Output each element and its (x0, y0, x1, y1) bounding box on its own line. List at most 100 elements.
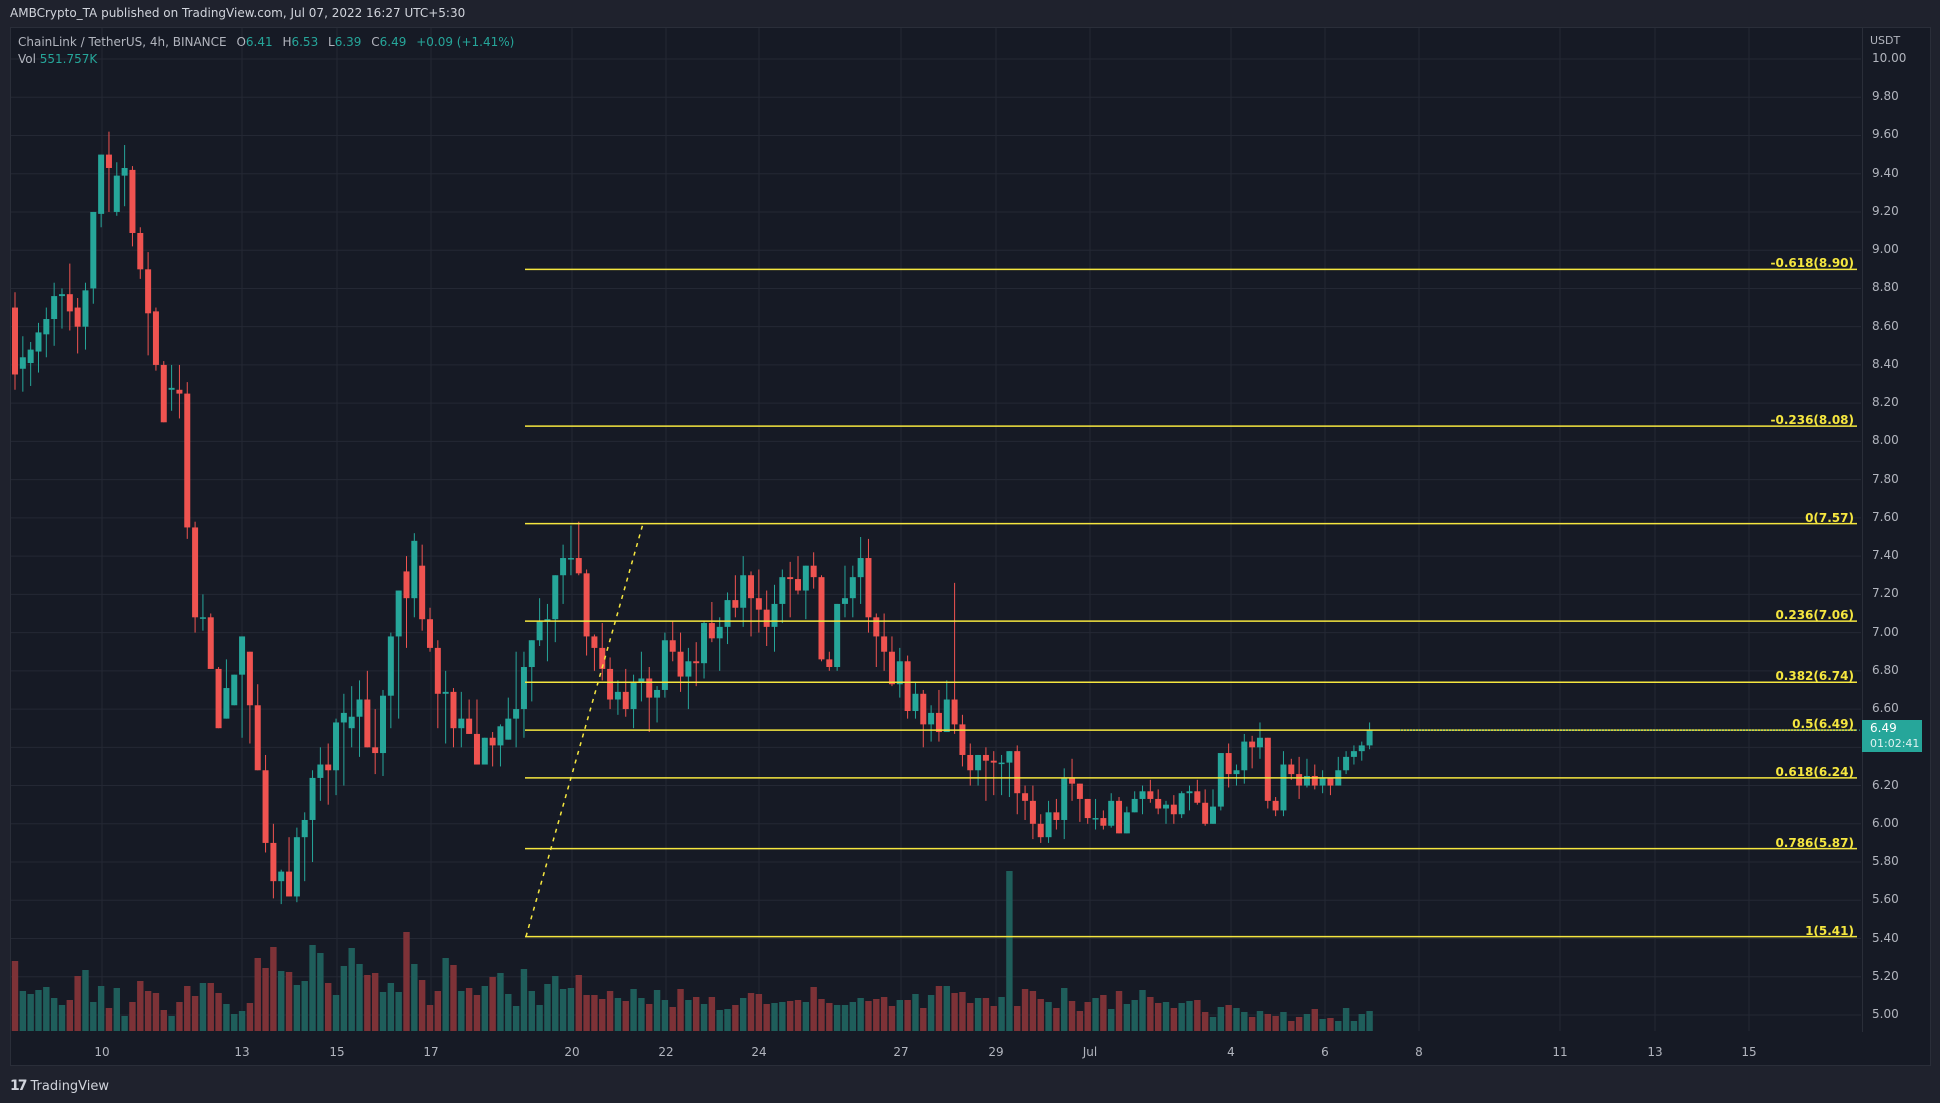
volume-bar (254, 958, 261, 1031)
volume-bar (1350, 1021, 1358, 1031)
volume-bar (1194, 1000, 1201, 1031)
date-tick-label: 6 (1321, 1045, 1329, 1059)
volume-bar (11, 961, 19, 1031)
candle-body (1350, 751, 1357, 757)
volume-bar (794, 1000, 802, 1031)
close-value: 6.49 (379, 35, 407, 49)
tradingview-brand: TradingView (30, 1078, 110, 1094)
volume-bar (732, 1005, 739, 1031)
candle-body (1053, 812, 1060, 820)
volume-bar (395, 992, 402, 1031)
volume-bar (935, 986, 943, 1031)
volume-bar (262, 968, 269, 1031)
price-tick-label: 8.20 (1872, 395, 1899, 410)
volume-bar (700, 1004, 708, 1031)
candle-body (105, 154, 112, 168)
volume-bar (403, 932, 410, 1031)
candle-body (654, 689, 661, 698)
candle-body (888, 651, 895, 685)
candle-body (1178, 793, 1185, 815)
candle-body (755, 598, 762, 610)
candle-body (1233, 770, 1240, 775)
candle-body (199, 617, 206, 619)
volume-bar (1201, 1012, 1209, 1031)
volume-bar (873, 999, 880, 1031)
fib-level-label: 0.5(6.49) (1792, 717, 1854, 732)
volume-bar (943, 986, 950, 1031)
candle-body (1084, 798, 1091, 819)
price-tick-label: 5.00 (1872, 1007, 1899, 1021)
price-tick-label: 6.80 (1872, 662, 1899, 677)
volume-bar (693, 997, 700, 1031)
candle-body (262, 770, 269, 843)
volume-bar (1241, 1012, 1248, 1031)
candle-body (622, 691, 629, 710)
candle-body (1366, 730, 1373, 746)
volume-bar (646, 1004, 653, 1031)
close-label: C (371, 35, 380, 49)
volume-row: Vol 551.757K (18, 51, 514, 68)
volume-bar (332, 995, 340, 1031)
volume-bar (1178, 1003, 1185, 1031)
price-tick-label: 9.20 (1872, 203, 1899, 218)
candle-body (614, 691, 621, 700)
tradingview-logo-icon: 17 (10, 1078, 28, 1094)
candle-body (693, 661, 700, 664)
volume-bar (1029, 991, 1037, 1031)
candle-body (309, 777, 316, 820)
price-axis-divider (1862, 27, 1863, 1032)
tradingview-footer[interactable]: 17 TradingView (10, 1078, 109, 1094)
volume-bar (951, 993, 958, 1031)
fib-level-label: 0(7.57) (1805, 510, 1854, 525)
candle-body (137, 232, 144, 270)
volume-bar (191, 996, 199, 1031)
volume-bar (1154, 1003, 1162, 1031)
candle-body (1029, 800, 1036, 824)
volume-bar (567, 988, 575, 1031)
candle-body (254, 705, 261, 771)
candle-body (43, 319, 50, 335)
candle-body (967, 754, 974, 771)
candle-body (669, 640, 676, 652)
candle-body (317, 764, 324, 778)
price-tick-label: 9.40 (1872, 165, 1899, 180)
candle-body (849, 577, 856, 599)
symbol-title[interactable]: ChainLink / TetherUS, 4h, BINANCE (18, 35, 227, 49)
volume-bar (1092, 998, 1099, 1031)
price-axis-unit[interactable]: USDT (1870, 34, 1901, 47)
volume-bar (779, 1002, 786, 1031)
price-tick-label: 7.40 (1872, 548, 1899, 563)
fib-level-label: 1(5.41) (1805, 923, 1854, 938)
volume-bar (739, 998, 747, 1031)
volume-bar (50, 998, 58, 1031)
volume-bar (638, 998, 645, 1031)
candle-body (1241, 741, 1248, 771)
last-price-value: 6.49 (1870, 721, 1897, 735)
volume-bar (1123, 1004, 1131, 1031)
volume-bar (857, 998, 864, 1031)
date-tick-label: 15 (1741, 1045, 1757, 1059)
chart-pane[interactable] (10, 27, 1931, 1066)
volume-bar (58, 1005, 66, 1031)
candle-body (301, 819, 308, 838)
volume-bar (35, 990, 42, 1031)
candle-body (325, 764, 332, 771)
volume-bar (207, 983, 214, 1031)
candle-body (1225, 753, 1232, 775)
volume-bar (622, 1001, 629, 1031)
price-tick-label: 7.80 (1872, 471, 1899, 486)
volume-bar (661, 1000, 669, 1031)
volume-bar (348, 948, 355, 1031)
candle-body (928, 712, 935, 725)
price-tick-label: 7.20 (1872, 586, 1899, 601)
candle-body (818, 577, 825, 660)
high-label: H (282, 35, 292, 49)
volume-bar (1256, 1011, 1264, 1031)
candle-body (348, 716, 355, 729)
candle-body (716, 626, 723, 639)
volume-bar (458, 991, 465, 1031)
price-tick-label: 9.00 (1872, 242, 1899, 257)
volume-bar (1147, 997, 1154, 1031)
candle-body (356, 699, 363, 717)
